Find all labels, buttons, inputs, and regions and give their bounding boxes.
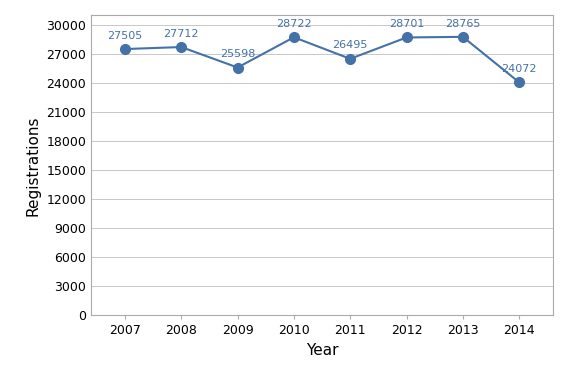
X-axis label: Year: Year <box>306 343 339 358</box>
Text: 28701: 28701 <box>389 19 424 29</box>
Text: 24072: 24072 <box>502 64 537 74</box>
Text: 25598: 25598 <box>220 49 255 59</box>
Text: 26495: 26495 <box>332 41 368 51</box>
Text: 28765: 28765 <box>445 19 481 28</box>
Text: 27712: 27712 <box>164 29 199 39</box>
Text: 28722: 28722 <box>276 19 312 29</box>
Text: 27505: 27505 <box>107 31 142 41</box>
Y-axis label: Registrations: Registrations <box>26 115 41 215</box>
